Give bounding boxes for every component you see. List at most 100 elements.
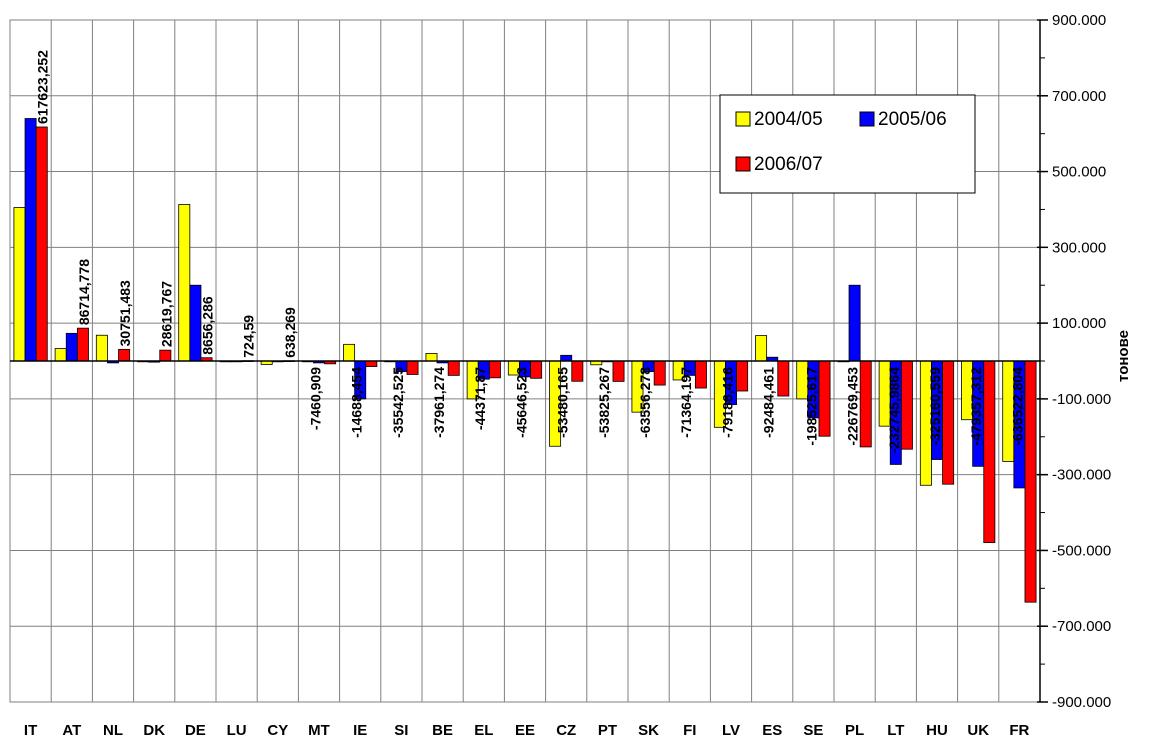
data-label-FR: -636522,804 xyxy=(1009,367,1025,446)
data-label-LT: -232745,9864 xyxy=(886,367,902,454)
data-label-SI: -35542,525 xyxy=(390,367,406,438)
x-category-label: FI xyxy=(683,722,696,739)
bar-IE-2004/05 xyxy=(343,343,356,362)
x-category-label: FR xyxy=(1009,722,1029,739)
x-category-label: EE xyxy=(515,722,535,739)
x-category-label: IE xyxy=(353,722,367,739)
x-category-label: CY xyxy=(267,722,288,739)
bar-ES-2004/05 xyxy=(755,335,768,362)
legend: 2004/05 2005/06 2006/07 xyxy=(719,94,976,194)
data-label-UK: -479357,312 xyxy=(968,367,984,446)
x-category-label: CZ xyxy=(556,722,576,739)
x-category-label: UK xyxy=(967,722,989,739)
data-label-LU: 724,59 xyxy=(241,315,257,358)
x-category-label: LV xyxy=(722,722,740,739)
data-label-FI: -71364,197 xyxy=(678,367,694,438)
y-tick-label: -300.000 xyxy=(1052,467,1111,484)
axes: 900.000 700.000 500.000 300.000 100.000 -100.… xyxy=(10,12,1132,739)
y-tick-label: -500.000 xyxy=(1052,542,1111,559)
bar-PL-2006/07 xyxy=(859,360,872,448)
bar-FI-2006/07 xyxy=(694,360,707,389)
data-label-PL: -226769,453 xyxy=(845,367,861,446)
y-tick-label: 100.000 xyxy=(1052,315,1106,332)
bar-NL-2004/05 xyxy=(95,334,108,362)
x-category-label: SK xyxy=(638,722,659,739)
bar-IT-2005/06 xyxy=(24,118,37,362)
y-tick-label: -700.000 xyxy=(1052,618,1111,635)
data-labels: 617623,252 86714,778 30751,483 28619,767 865… xyxy=(35,50,1026,454)
data-label-BE: -37961,274 xyxy=(431,367,447,438)
bar-LT-2006/07 xyxy=(900,360,913,450)
bar-EE-2006/07 xyxy=(530,360,543,379)
data-label-EE: -45646,523 xyxy=(513,367,529,438)
bar-IE-2006/07 xyxy=(365,360,378,367)
x-category-label: LU xyxy=(227,722,247,739)
data-label-PT: -53825,267 xyxy=(596,367,612,438)
legend-label-2005/06: 2005/06 xyxy=(878,109,947,130)
bar-ES-2006/07 xyxy=(777,360,790,397)
bar-SK-2006/07 xyxy=(653,360,666,386)
data-label-MT: -7460,909 xyxy=(307,367,323,430)
bar-PT-2006/07 xyxy=(612,360,625,382)
data-label-DE: 8656,286 xyxy=(200,296,216,355)
bars xyxy=(13,118,1037,603)
bar-CZ-2005/06 xyxy=(560,354,573,362)
bar-AT-2004/05 xyxy=(54,348,67,362)
y-tick-label: 700.000 xyxy=(1052,88,1106,105)
bar-IT-2006/07 xyxy=(35,126,48,362)
bar-AT-2005/06 xyxy=(65,332,78,362)
x-category-label: ES xyxy=(762,722,782,739)
legend-label-2004/05: 2004/05 xyxy=(754,109,823,130)
x-category-label: MT xyxy=(308,722,330,739)
data-label-EL: -44371,87 xyxy=(472,367,488,430)
x-category-label: AT xyxy=(62,722,81,739)
y-axis-title: тонове xyxy=(1115,330,1132,382)
bar-SI-2006/07 xyxy=(406,360,419,375)
bar-FR-2006/07 xyxy=(1024,360,1037,603)
data-label-CZ: -53480,165 xyxy=(555,367,571,438)
data-label-IT: 617623,252 xyxy=(35,50,51,124)
bar-BE-2006/07 xyxy=(447,360,460,376)
legend-label-2006/07: 2006/07 xyxy=(754,154,823,175)
data-label-IE: -14688,454 xyxy=(349,367,365,438)
bar-IT-2004/05 xyxy=(13,207,26,362)
bar-HU-2006/07 xyxy=(942,360,955,485)
bar-NL-2006/07 xyxy=(118,348,131,362)
x-category-label: SI xyxy=(394,722,408,739)
bar-UK-2006/07 xyxy=(983,360,996,544)
data-label-HU: -325160,559 xyxy=(927,367,943,446)
y-tick-label: 500.000 xyxy=(1052,164,1106,181)
data-label-LV: -79186,416 xyxy=(719,367,735,438)
data-label-ES: -92484,461 xyxy=(761,367,777,438)
legend-swatch-2005/06 xyxy=(859,111,875,127)
legend-swatch-2006/07 xyxy=(735,156,751,172)
x-category-label: PL xyxy=(845,722,864,739)
bar-DE-2004/05 xyxy=(178,204,191,362)
bar-EL-2006/07 xyxy=(488,360,501,379)
bar-AT-2006/07 xyxy=(76,327,89,362)
x-category-label: DK xyxy=(143,722,165,739)
bar-SE-2006/07 xyxy=(818,360,831,437)
y-tick-label: 300.000 xyxy=(1052,239,1106,256)
x-category-label: SE xyxy=(803,722,823,739)
legend-swatch-2004/05 xyxy=(735,111,751,127)
x-category-label: LT xyxy=(887,722,904,739)
x-category-label: HU xyxy=(926,722,948,739)
x-category-label: NL xyxy=(103,722,123,739)
data-label-NL: 30751,483 xyxy=(117,280,133,346)
bar-DK-2006/07 xyxy=(159,349,172,362)
y-tick-label: -900.000 xyxy=(1052,694,1111,711)
x-category-label: EL xyxy=(474,722,493,739)
x-category-label: BE xyxy=(432,722,453,739)
x-category-label: DE xyxy=(185,722,206,739)
y-tick-label: 900.000 xyxy=(1052,12,1106,29)
x-category-label: IT xyxy=(24,722,37,739)
bar-BE-2004/05 xyxy=(425,353,438,362)
bar-CZ-2006/07 xyxy=(571,360,584,382)
data-label-SK: -63556,278 xyxy=(637,367,653,438)
legend-box xyxy=(719,94,976,194)
data-label-CY: 638,269 xyxy=(282,307,298,358)
bar-LV-2006/07 xyxy=(736,360,749,392)
